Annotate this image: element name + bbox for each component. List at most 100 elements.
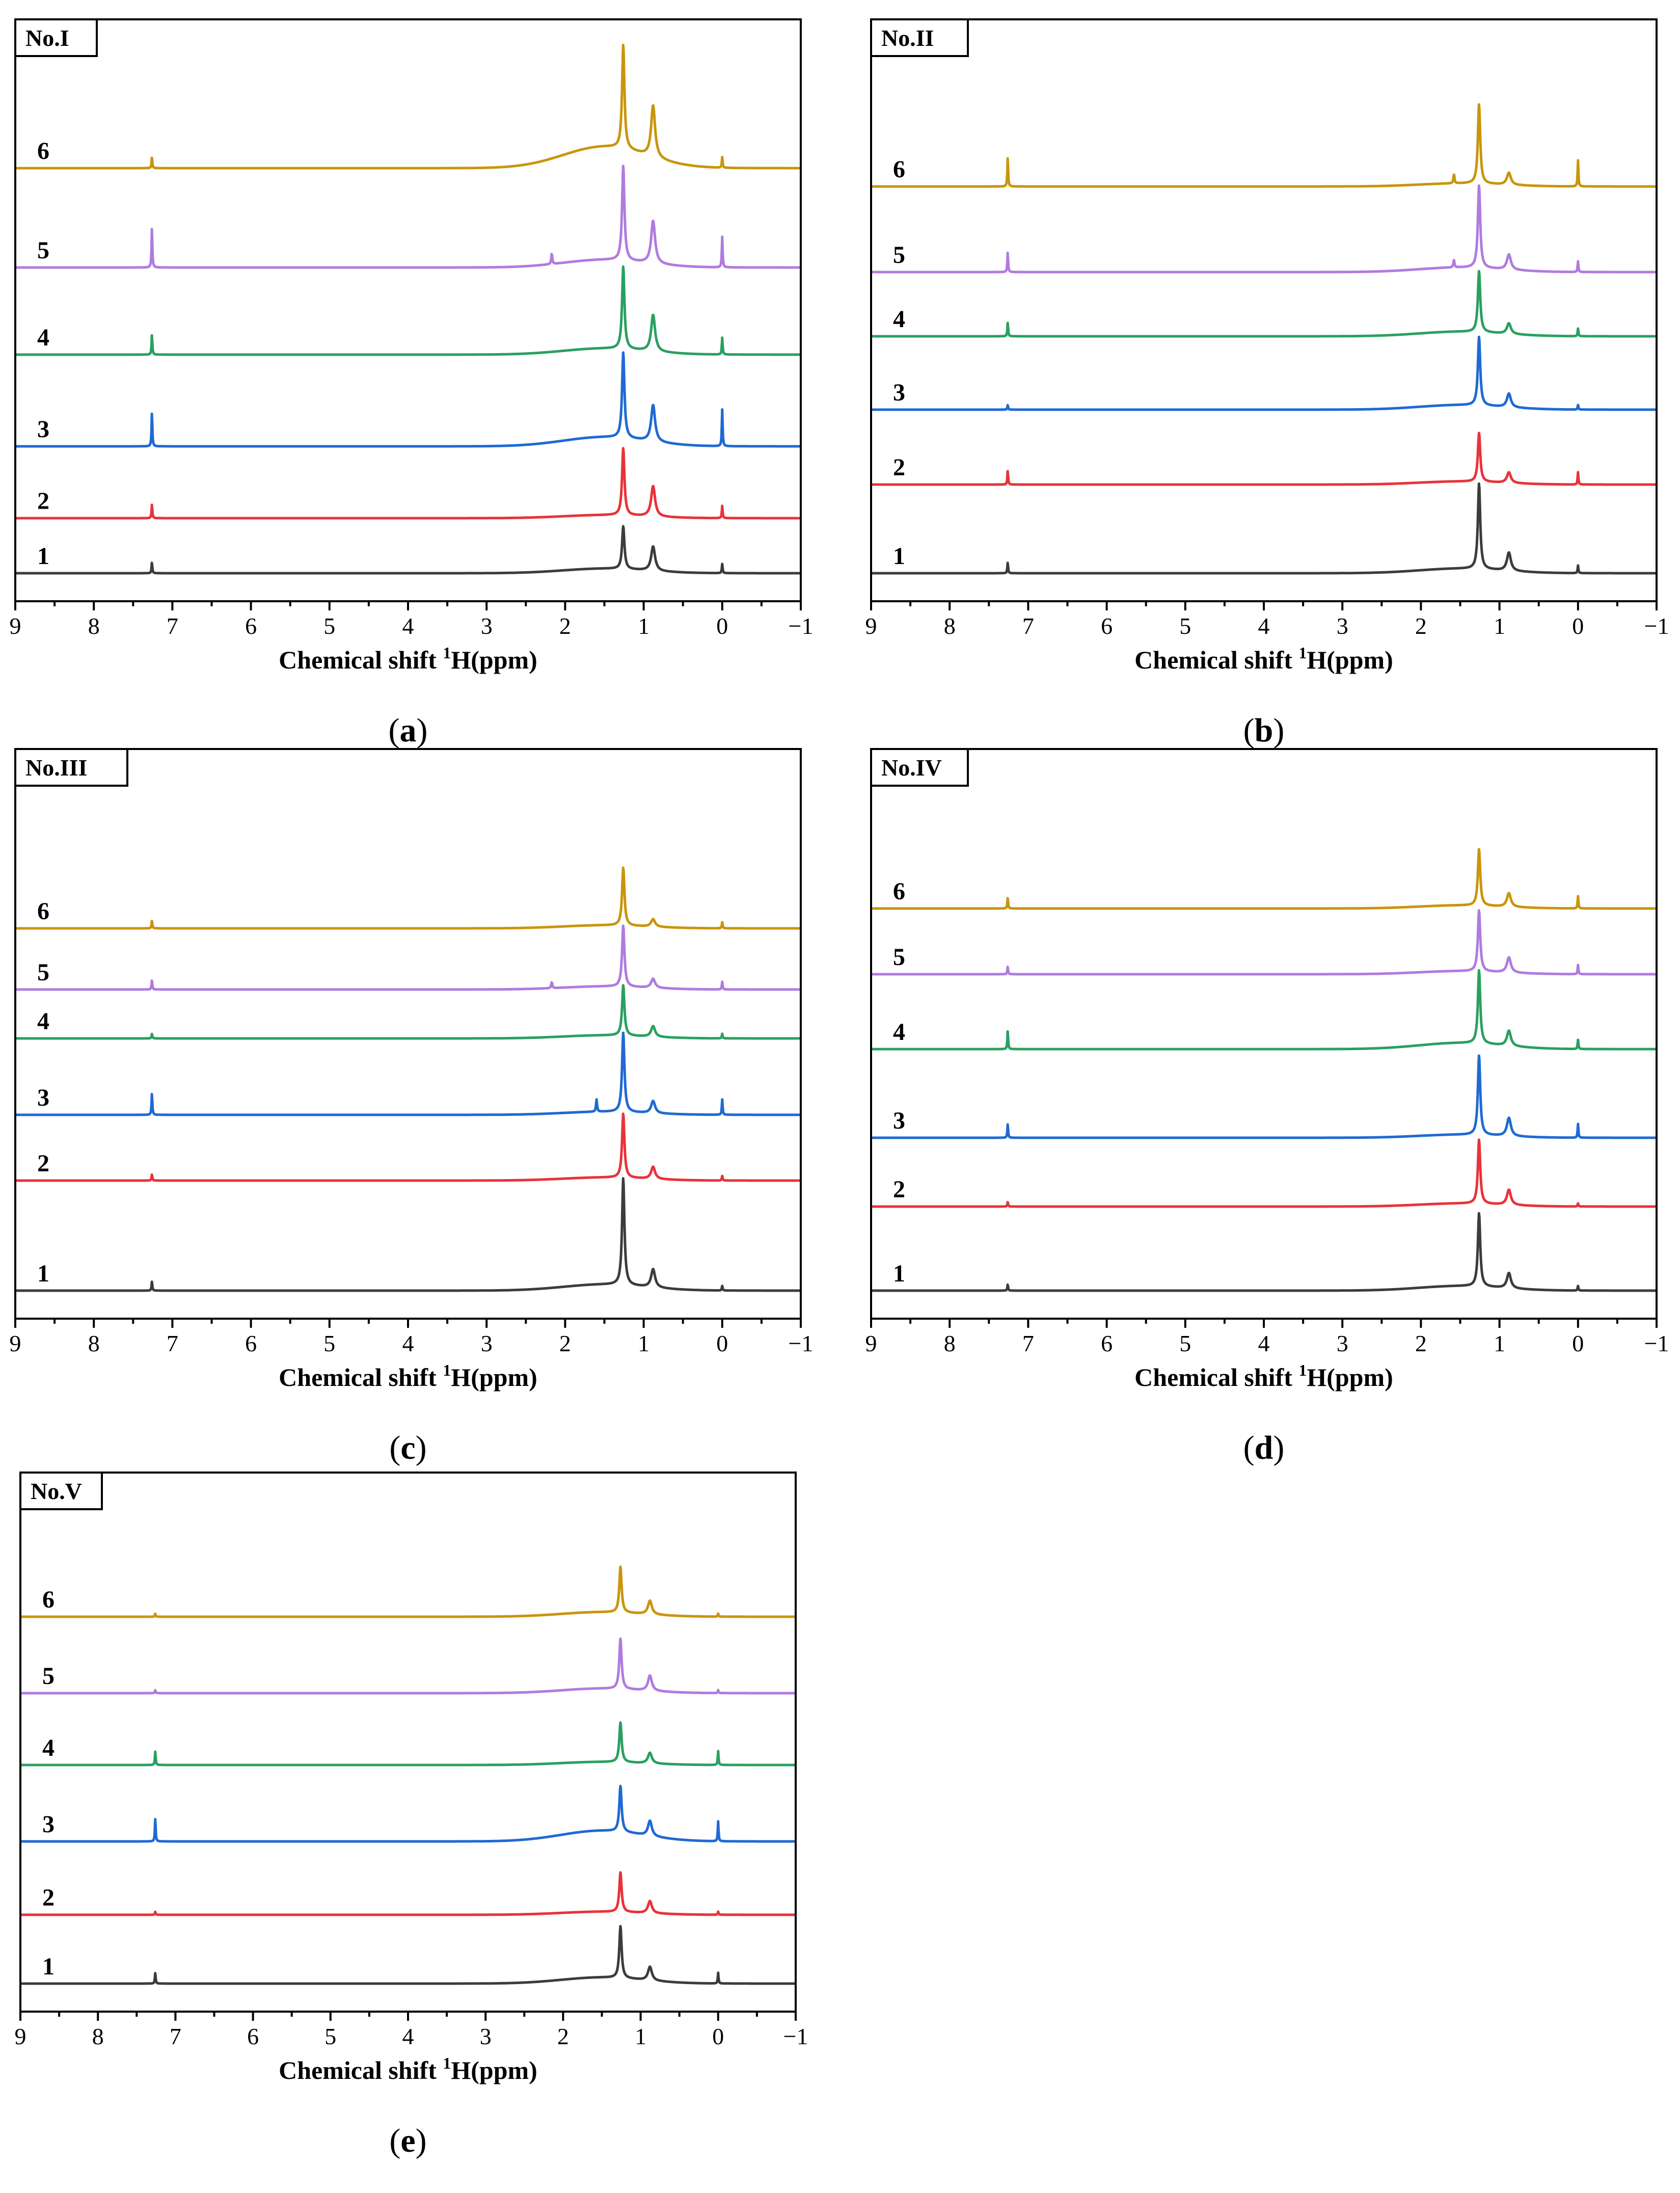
spectrum-trace-6 bbox=[870, 848, 1658, 910]
panel-e: 1 2 3 4 5 6 9 8 7 6 5 4 3 2 1 0 −1 Chemical shift 1H(ppm)… bbox=[15, 1472, 808, 2159]
spectrum-trace-5 bbox=[19, 1637, 797, 1695]
x-tick-label: 7 bbox=[167, 613, 178, 639]
panel-a: 1 2 3 4 5 6 9 8 7 6 5 4 3 2 1 0 −1 Chemical shift 1H(ppm)… bbox=[10, 18, 813, 749]
trace-label-6: 6 bbox=[893, 878, 905, 905]
spectrum-trace-3 bbox=[19, 1784, 797, 1843]
x-tick-label: 8 bbox=[92, 2023, 104, 2049]
spectrum-trace-3 bbox=[14, 351, 802, 448]
x-tick-label: 2 bbox=[559, 613, 571, 639]
trace-label-5: 5 bbox=[42, 1663, 55, 1690]
x-tick-label: 9 bbox=[10, 613, 21, 639]
plot-frame bbox=[19, 1472, 797, 2013]
panel-title: No.II bbox=[881, 25, 934, 51]
trace-label-2: 2 bbox=[42, 1884, 55, 1911]
x-tick-label: 7 bbox=[167, 1330, 178, 1356]
spectrum-trace-6 bbox=[14, 43, 802, 170]
panel-title: No.IV bbox=[881, 755, 942, 781]
panel-title-box bbox=[14, 748, 128, 787]
x-tick-label: 3 bbox=[1337, 613, 1348, 639]
spectrum-trace-4 bbox=[19, 1721, 797, 1767]
spectrum-trace-3 bbox=[870, 335, 1658, 411]
x-tick-label: 4 bbox=[1258, 1330, 1270, 1356]
trace-label-4: 4 bbox=[42, 1734, 55, 1761]
x-axis: 9 8 7 6 5 4 3 2 1 0 −1 bbox=[10, 601, 813, 639]
x-tick-label: 0 bbox=[716, 1330, 728, 1356]
trace-label-6: 6 bbox=[37, 898, 49, 925]
spectrum-trace-2 bbox=[14, 447, 802, 520]
x-axis-title: Chemical shift 1H(ppm) bbox=[279, 644, 537, 674]
spectrum-trace-5 bbox=[870, 184, 1658, 274]
x-tick-label: 7 bbox=[1022, 1330, 1034, 1356]
x-tick-label: 9 bbox=[10, 1330, 21, 1356]
trace-label-4: 4 bbox=[893, 1019, 905, 1046]
spectrum-trace-3 bbox=[870, 1054, 1658, 1139]
panel-b: 1 2 3 4 5 6 9 8 7 6 5 4 3 2 1 0 −1 Chemical shift 1H(ppm)… bbox=[865, 18, 1669, 749]
x-tick-label: 8 bbox=[88, 1330, 100, 1356]
panel-title: No.I bbox=[25, 25, 69, 51]
x-tick-label: −1 bbox=[783, 2023, 808, 2049]
spectrum-trace-4 bbox=[870, 270, 1658, 338]
x-tick-label: 5 bbox=[323, 613, 335, 639]
x-tick-label: −1 bbox=[1644, 613, 1669, 639]
spectrum-trace-6 bbox=[14, 866, 802, 930]
x-tick-label: 3 bbox=[481, 1330, 493, 1356]
spectrum-trace-4 bbox=[14, 984, 802, 1040]
trace-label-1: 1 bbox=[37, 1260, 49, 1287]
trace-label-6: 6 bbox=[42, 1586, 55, 1613]
spectrum-trace-1 bbox=[870, 482, 1658, 575]
x-tick-label: 0 bbox=[716, 613, 728, 639]
panel-caption: (c) bbox=[389, 1429, 426, 1466]
trace-label-4: 4 bbox=[893, 306, 905, 333]
trace-label-6: 6 bbox=[893, 156, 905, 183]
x-tick-label: 4 bbox=[402, 1330, 414, 1356]
x-tick-label: 9 bbox=[15, 2023, 26, 2049]
x-tick-label: 4 bbox=[402, 613, 414, 639]
x-tick-label: 8 bbox=[944, 1330, 956, 1356]
x-tick-label: 0 bbox=[1572, 613, 1584, 639]
trace-label-2: 2 bbox=[893, 454, 905, 481]
x-tick-label: −1 bbox=[789, 1330, 814, 1356]
x-tick-label: 6 bbox=[247, 2023, 259, 2049]
spectrum-trace-5 bbox=[870, 909, 1658, 976]
trace-label-4: 4 bbox=[37, 1008, 49, 1035]
x-tick-label: 0 bbox=[712, 2023, 724, 2049]
trace-label-5: 5 bbox=[893, 944, 905, 971]
x-tick-label: 6 bbox=[1101, 1330, 1113, 1356]
x-axis-title: Chemical shift 1H(ppm) bbox=[279, 1361, 537, 1392]
x-tick-label: 1 bbox=[635, 2023, 646, 2049]
panel-d: 1 2 3 4 5 6 9 8 7 6 5 4 3 2 1 0 −1 Chemical shift 1H(ppm)… bbox=[865, 748, 1669, 1466]
trace-label-1: 1 bbox=[42, 1953, 55, 1980]
x-tick-label: 1 bbox=[638, 613, 649, 639]
trace-label-5: 5 bbox=[37, 959, 49, 986]
spectrum-trace-6 bbox=[870, 103, 1658, 188]
trace-label-3: 3 bbox=[37, 416, 49, 443]
spectrum-trace-1 bbox=[870, 1212, 1658, 1292]
panel-title: No.V bbox=[31, 1478, 82, 1504]
trace-label-2: 2 bbox=[37, 488, 49, 515]
trace-label-5: 5 bbox=[37, 237, 49, 264]
x-axis: 9 8 7 6 5 4 3 2 1 0 −1 bbox=[865, 1319, 1669, 1356]
x-axis: 9 8 7 6 5 4 3 2 1 0 −1 bbox=[865, 601, 1669, 639]
plot-frame bbox=[14, 748, 802, 1320]
x-tick-label: 2 bbox=[557, 2023, 569, 2049]
x-axis-title: Chemical shift 1H(ppm) bbox=[1134, 644, 1393, 674]
spectrum-trace-5 bbox=[14, 924, 802, 991]
x-tick-label: 5 bbox=[324, 2023, 336, 2049]
trace-label-4: 4 bbox=[37, 324, 49, 351]
panel-title-box bbox=[870, 18, 969, 57]
spectrum-trace-5 bbox=[14, 165, 802, 269]
x-tick-label: 1 bbox=[1494, 1330, 1505, 1356]
x-tick-label: 5 bbox=[323, 1330, 335, 1356]
x-axis-title: Chemical shift 1H(ppm) bbox=[279, 2054, 537, 2084]
x-axis-title: Chemical shift 1H(ppm) bbox=[1134, 1361, 1393, 1392]
spectrum-trace-6 bbox=[19, 1565, 797, 1618]
x-tick-label: 3 bbox=[481, 613, 493, 639]
panel-caption: (e) bbox=[389, 2122, 426, 2159]
x-tick-label: 7 bbox=[1022, 613, 1034, 639]
spectrum-trace-1 bbox=[19, 1924, 797, 1985]
panel-c: 1 2 3 4 5 6 9 8 7 6 5 4 3 2 1 0 −1 Chemical shift 1H(ppm)… bbox=[10, 748, 814, 1466]
spectrum-trace-4 bbox=[870, 969, 1658, 1051]
trace-label-1: 1 bbox=[37, 543, 49, 570]
x-tick-label: 0 bbox=[1572, 1330, 1584, 1356]
